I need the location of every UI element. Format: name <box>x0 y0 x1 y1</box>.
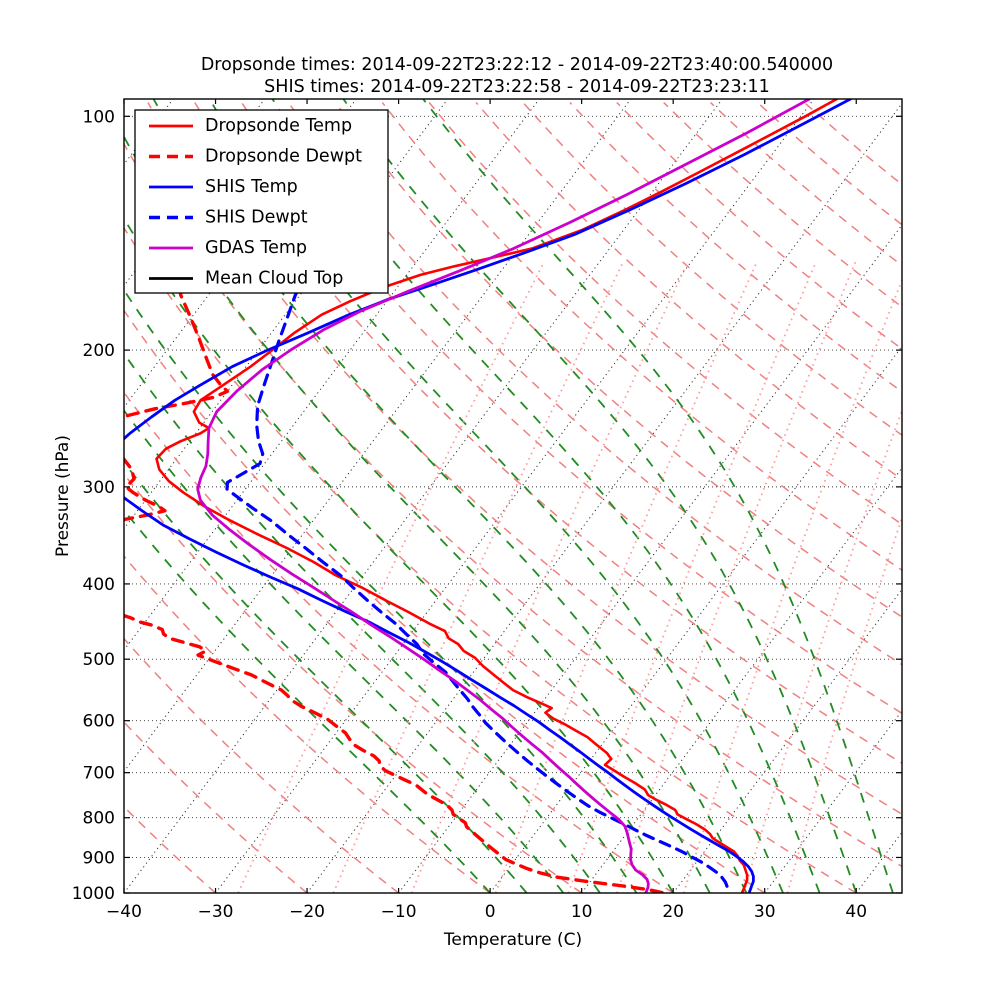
isotherm-line <box>215 99 815 893</box>
y-tick-label: 800 <box>83 809 115 829</box>
isotherm-line <box>124 99 540 651</box>
dry-adiabat-line <box>381 102 902 572</box>
legend-label: SHIS Dewpt <box>205 208 308 228</box>
x-tick-label: 30 <box>754 902 776 922</box>
isotherm-line <box>672 588 902 893</box>
title-line-1: Dropsonde times: 2014-09-22T23:22:12 - 2… <box>201 55 833 75</box>
x-tick-label: 10 <box>571 902 593 922</box>
y-tick-label: 400 <box>83 575 115 595</box>
x-axis-label: Temperature (C) <box>443 930 582 950</box>
legend-label: Mean Cloud Top <box>205 269 343 289</box>
dry-adiabat-line <box>124 226 857 893</box>
mixing-ratio-line <box>682 277 902 893</box>
x-tick-label: −10 <box>381 902 417 922</box>
dry-adiabat-line <box>124 805 217 893</box>
dry-adiabat-line <box>124 721 308 893</box>
y-tick-label: 700 <box>83 764 115 784</box>
series-shis-temp <box>124 99 852 893</box>
mixing-ratio-line <box>786 514 902 893</box>
mixing-ratio-line <box>742 407 902 893</box>
dry-adiabat-line <box>334 102 902 618</box>
y-tick-label: 1000 <box>72 884 115 904</box>
plot-frame <box>123 98 903 894</box>
sounding-curves <box>124 99 852 893</box>
moist-adiabat-line <box>271 99 821 893</box>
dry-adiabat-line <box>241 102 902 715</box>
legend[interactable]: Dropsonde Temp Dropsonde Dewpt SHIS Temp SH… <box>134 109 389 294</box>
x-tick-label: 0 <box>485 902 496 922</box>
y-axis-label: Pressure (hPa) <box>53 435 73 557</box>
legend-box <box>134 109 389 294</box>
legend-label: Dropsonde Temp <box>205 116 352 136</box>
series-shis-dewpt <box>225 273 730 893</box>
y-tick-label: 500 <box>83 650 115 670</box>
x-tick-label: −40 <box>106 902 142 922</box>
moist-adiabat-line <box>342 99 858 893</box>
moist-adiabat-line <box>124 460 528 893</box>
series-dropsonde-temp <box>155 99 839 893</box>
y-tick-label: 200 <box>83 341 115 361</box>
dry-adiabat-line <box>124 473 583 893</box>
y-tick-label: 100 <box>83 107 115 127</box>
isotherm-line <box>124 99 632 773</box>
legend-label: Dropsonde Dewpt <box>205 147 362 167</box>
dry-adiabat-line <box>147 102 902 816</box>
mixing-ratio-line <box>410 261 689 893</box>
y-tick-label: 300 <box>83 478 115 498</box>
moist-adiabat-line <box>124 409 565 893</box>
y-tick-label: 900 <box>83 848 115 868</box>
x-tick-label: −30 <box>198 902 234 922</box>
legend-label: SHIS Temp <box>205 177 298 197</box>
skewt-background-grid <box>124 99 902 893</box>
moist-adiabat-line <box>208 99 784 893</box>
isotherm-line <box>124 99 723 893</box>
axes: −40 −30 −20 −10 0 10 20 30 40 100 200 300 400 500 600 7… <box>53 98 903 950</box>
dry-adiabat-line <box>124 142 902 868</box>
moist-adiabat-line <box>124 508 491 893</box>
series-dropsonde-dewpt <box>124 246 666 893</box>
moist-adiabat-line <box>124 351 601 893</box>
moist-adiabat-line <box>124 135 711 893</box>
mixing-ratio-line <box>567 261 817 893</box>
dry-adiabat-line <box>124 637 400 893</box>
x-tick-label: −20 <box>289 902 325 922</box>
isotherm-line <box>581 467 902 893</box>
x-tick-label: 20 <box>662 902 684 922</box>
moist-adiabat-line <box>124 216 674 893</box>
x-tick-label: 40 <box>845 902 867 922</box>
legend-label: GDAS Temp <box>205 238 307 258</box>
title-line-2: SHIS times: 2014-09-22T23:22:58 - 2014-0… <box>264 77 770 97</box>
series-gdas-temp <box>196 99 811 893</box>
isotherm-line <box>764 709 902 893</box>
moist-adiabat-line <box>152 99 748 893</box>
isotherm-line <box>398 224 902 893</box>
y-tick-label: 600 <box>83 712 115 732</box>
moist-adiabat-line <box>422 99 894 893</box>
